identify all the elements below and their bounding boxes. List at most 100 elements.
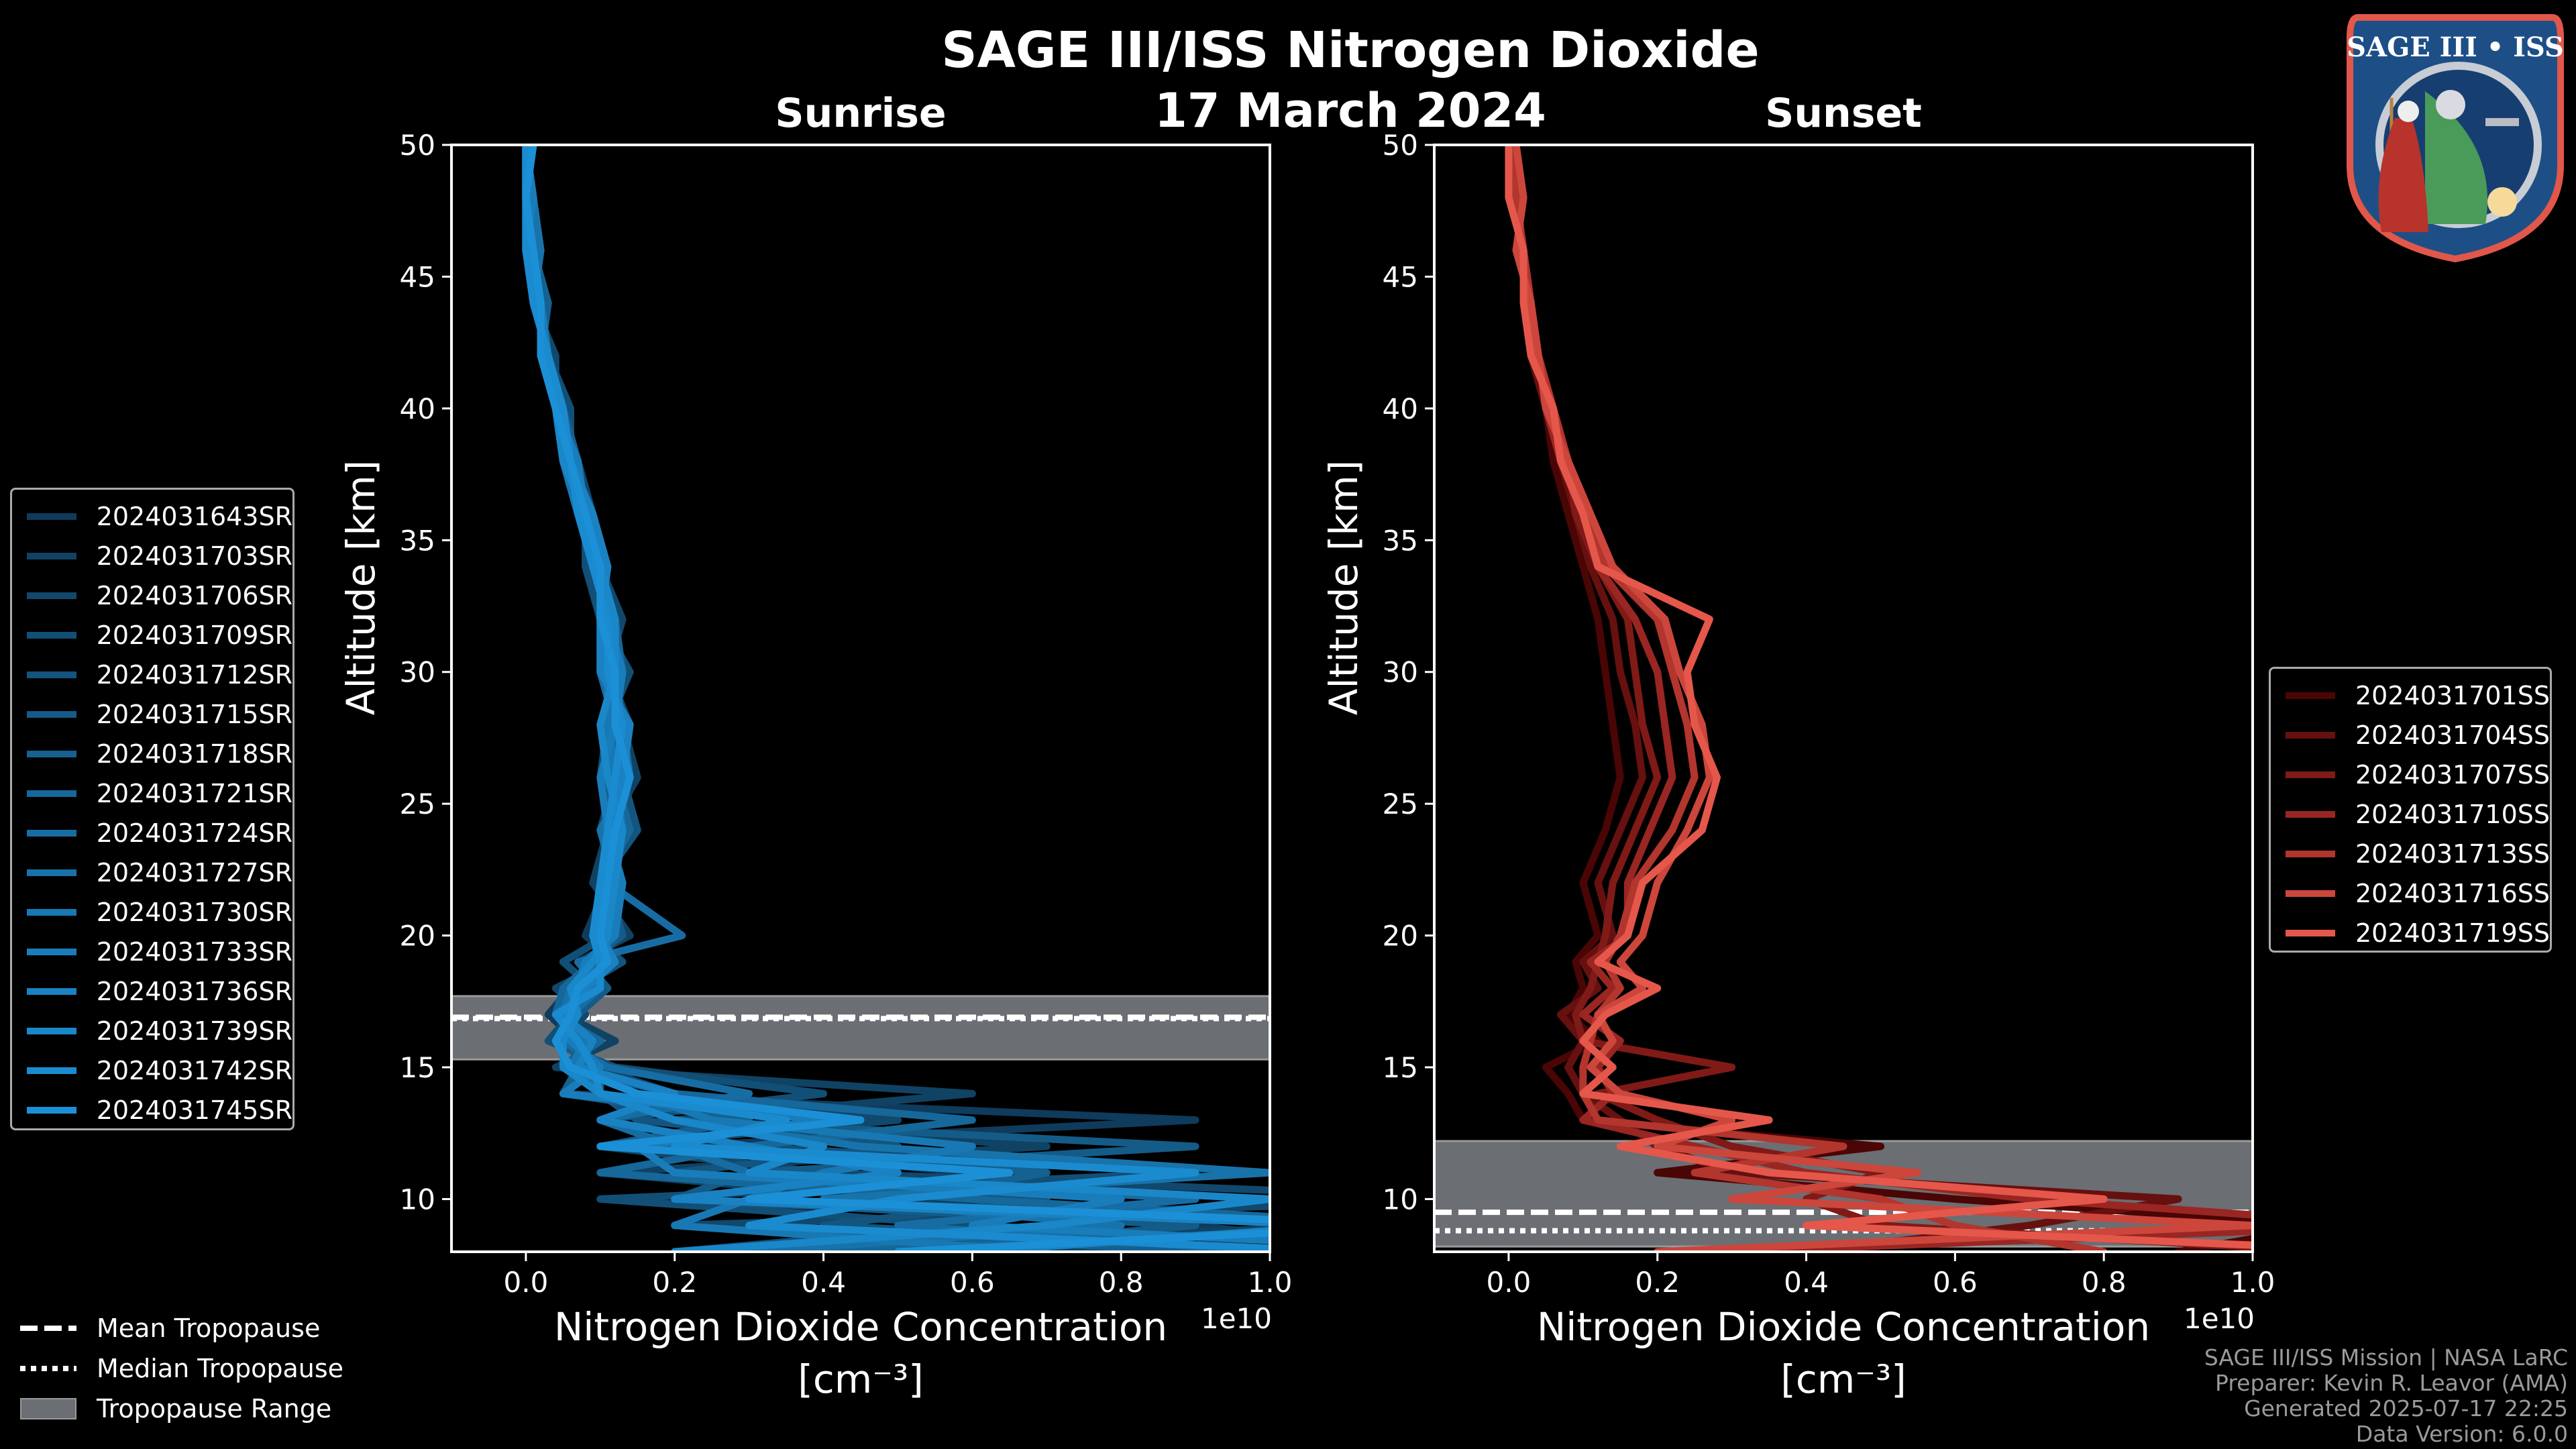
legend-label: 2024031704SS xyxy=(2355,720,2550,750)
sunrise-ytick-label: 30 xyxy=(400,656,435,689)
legend-line-swatch xyxy=(2286,810,2335,818)
legend-label: 2024031701SS xyxy=(2355,680,2550,710)
legend-item: 2024031742SR xyxy=(12,1051,292,1090)
legend-item: 2024031643SR xyxy=(12,496,292,536)
figure-date: 17 March 2024 xyxy=(1155,83,1546,138)
sunset-panel-title: Sunset xyxy=(1765,90,1922,137)
legend-line-swatch xyxy=(27,987,76,995)
legend-label: 2024031724SR xyxy=(96,818,292,848)
sunrise-ytick-label: 40 xyxy=(400,392,435,425)
legend-item: 2024031739SR xyxy=(12,1011,292,1051)
legend-item: 2024031710SS xyxy=(2271,794,2550,834)
sunset-plot-area xyxy=(1434,145,2253,1252)
sunrise-ytick-label: 15 xyxy=(400,1051,435,1084)
legend-line-swatch xyxy=(27,790,76,797)
credit-mission: SAGE III/ISS Mission | NASA LaRC xyxy=(2204,1344,2568,1371)
credit-generated: Generated 2025-07-17 22:25 xyxy=(2244,1395,2568,1421)
sunset-ytick-label: 40 xyxy=(1383,392,1418,425)
legend-item: 2024031715SR xyxy=(12,694,292,734)
legend-line-swatch xyxy=(27,869,76,876)
legend-label: Tropopause Range xyxy=(97,1394,332,1424)
legend-median-tropopause: Median Tropopause xyxy=(20,1348,343,1389)
dashed-line-icon xyxy=(20,1326,76,1331)
legend-label: 2024031730SR xyxy=(96,897,292,927)
sunrise-plot-area xyxy=(451,145,1270,1252)
tropopause-legend: Mean Tropopause Median Tropopause Tropop… xyxy=(20,1308,343,1429)
sunset-xtick-label: 0.0 xyxy=(1487,1266,1532,1299)
sunset-axes-frame xyxy=(1433,144,2254,1253)
legend-item: 2024031701SS xyxy=(2271,676,2550,715)
sunset-legend: 2024031701SS 2024031704SS 2024031707SS 2024… xyxy=(2269,667,2552,953)
legend-tropopause-range: Tropopause Range xyxy=(20,1389,343,1429)
figure-title: SAGE III/ISS Nitrogen Dioxide xyxy=(941,21,1760,79)
sunset-ytick-label: 10 xyxy=(1383,1183,1418,1216)
sunset-xtick-label: 0.8 xyxy=(2082,1266,2127,1299)
legend-mean-tropopause: Mean Tropopause xyxy=(20,1308,343,1348)
legend-label: 2024031718SR xyxy=(96,739,292,769)
sunrise-axes-frame xyxy=(450,144,1271,1253)
legend-line-swatch xyxy=(27,1027,76,1034)
sunrise-panel-title: Sunrise xyxy=(775,90,947,137)
legend-label: Median Tropopause xyxy=(97,1354,343,1383)
legend-label: 2024031727SR xyxy=(96,857,292,888)
sunset-ytick-label: 20 xyxy=(1383,920,1418,953)
sunset-xlabel: Nitrogen Dioxide Concentration xyxy=(1537,1304,2150,1350)
legend-line-swatch xyxy=(2286,929,2335,936)
sunrise-ytick-label: 50 xyxy=(400,129,435,162)
legend-label: 2024031709SR xyxy=(96,620,292,650)
legend-label: 2024031721SR xyxy=(96,778,292,808)
sunrise-ytick-label: 45 xyxy=(400,260,435,293)
legend-item: 2024031745SR xyxy=(12,1090,292,1130)
sunrise-ylabel: Altitude [km] xyxy=(338,460,384,715)
sunrise-profile-2024031745SR xyxy=(522,145,1270,1252)
sunrise-xtick-label: 0.0 xyxy=(504,1266,549,1299)
legend-item: 2024031716SS xyxy=(2271,873,2550,913)
legend-item: 2024031713SS xyxy=(2271,834,2550,873)
sunset-xscale-label: 1e10 xyxy=(2184,1302,2255,1335)
legend-item: 2024031704SS xyxy=(2271,715,2550,755)
svg-text:SAGE III • ISS: SAGE III • ISS xyxy=(2347,32,2564,63)
legend-line-swatch xyxy=(2286,890,2335,897)
sunset-xtick-label: 1.0 xyxy=(2231,1266,2275,1299)
legend-label: 2024031739SR xyxy=(96,1016,292,1046)
legend-item: 2024031721SR xyxy=(12,773,292,813)
legend-item: 2024031736SR xyxy=(12,971,292,1011)
credits: SAGE III/ISS Mission | NASA LaRC Prepare… xyxy=(2204,1345,2568,1447)
legend-line-swatch xyxy=(27,750,76,757)
sunrise-xscale-label: 1e10 xyxy=(1201,1302,1272,1335)
legend-label: 2024031643SR xyxy=(96,501,292,531)
legend-line-swatch xyxy=(27,829,76,837)
legend-label: 2024031712SR xyxy=(96,659,292,690)
legend-label: 2024031745SR xyxy=(96,1095,292,1125)
legend-line-swatch xyxy=(27,631,76,639)
legend-line-swatch xyxy=(2286,850,2335,857)
legend-label: 2024031716SS xyxy=(2355,878,2550,908)
legend-line-swatch xyxy=(2286,771,2335,778)
sunset-xtick-label: 0.2 xyxy=(1635,1266,1680,1299)
sunrise-xtick-label: 0.6 xyxy=(950,1266,995,1299)
sunrise-legend: 2024031643SR 2024031703SR 2024031706SR 2024… xyxy=(10,488,294,1130)
legend-line-swatch xyxy=(27,948,76,955)
legend-item: 2024031706SR xyxy=(12,576,292,615)
legend-label: 2024031706SR xyxy=(96,580,292,610)
sunrise-xtick-label: 1.0 xyxy=(1248,1266,1293,1299)
legend-label: 2024031707SS xyxy=(2355,759,2550,790)
sunset-ytick-label: 35 xyxy=(1383,524,1418,557)
credit-version: Data Version: 6.0.0 xyxy=(2355,1421,2568,1447)
sunset-ylabel: Altitude [km] xyxy=(1321,460,1366,715)
sunset-profile-2024031713SS xyxy=(1505,145,2108,1252)
legend-line-swatch xyxy=(27,513,76,520)
legend-line-swatch xyxy=(2286,731,2335,739)
legend-label: 2024031733SR xyxy=(96,936,292,967)
legend-item: 2024031724SR xyxy=(12,813,292,853)
sunrise-ytick-label: 10 xyxy=(400,1183,435,1216)
legend-label: 2024031742SR xyxy=(96,1055,292,1085)
legend-item: 2024031730SR xyxy=(12,892,292,932)
sunrise-profile-2024031736SR xyxy=(522,145,1270,1252)
sunrise-xtick-label: 0.4 xyxy=(801,1266,846,1299)
range-patch-icon xyxy=(20,1398,76,1419)
sunset-ytick-label: 15 xyxy=(1383,1051,1418,1084)
legend-item: 2024031719SS xyxy=(2271,913,2550,953)
legend-item: 2024031712SR xyxy=(12,655,292,694)
